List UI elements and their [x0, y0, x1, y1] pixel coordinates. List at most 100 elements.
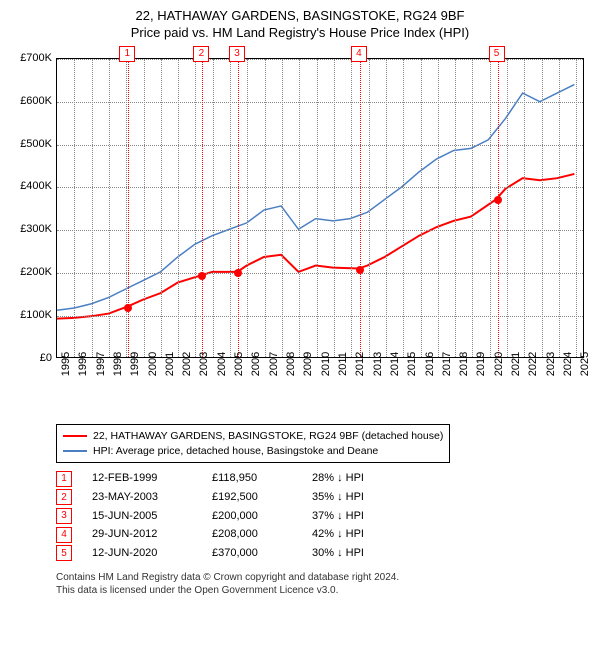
- x-axis-tick-label: 2017: [441, 352, 453, 376]
- gridline-vertical: [455, 59, 456, 357]
- chart-container: 22, HATHAWAY GARDENS, BASINGSTOKE, RG24 …: [0, 0, 600, 650]
- gridline-vertical: [282, 59, 283, 357]
- gridline-vertical: [126, 59, 127, 357]
- x-axis-tick-label: 2006: [250, 352, 262, 376]
- gridline-vertical: [507, 59, 508, 357]
- y-axis-tick-label: £100K: [20, 309, 52, 321]
- x-axis-tick-label: 2013: [372, 352, 384, 376]
- transaction-data-point: [234, 269, 242, 277]
- gridline-vertical: [317, 59, 318, 357]
- gridline-vertical: [161, 59, 162, 357]
- transaction-index-box: 5: [56, 545, 72, 561]
- gridline-vertical: [178, 59, 179, 357]
- y-axis-tick-label: £400K: [20, 180, 52, 192]
- legend-swatch: [63, 435, 87, 437]
- transaction-row: 512-JUN-2020£370,00030% ↓ HPI: [56, 544, 592, 563]
- transaction-date: 12-JUN-2020: [92, 544, 192, 563]
- gridline-vertical: [472, 59, 473, 357]
- y-axis-tick-label: £0: [40, 352, 52, 364]
- transaction-marker-line: [238, 59, 239, 357]
- x-axis-tick-label: 2018: [458, 352, 470, 376]
- gridline-vertical: [576, 59, 577, 357]
- gridline-vertical: [386, 59, 387, 357]
- gridline-vertical: [144, 59, 145, 357]
- gridline-vertical: [247, 59, 248, 357]
- chart-title: 22, HATHAWAY GARDENS, BASINGSTOKE, RG24 …: [8, 8, 592, 25]
- transaction-data-point: [356, 266, 364, 274]
- line-canvas: [57, 59, 583, 357]
- x-axis-tick-label: 2019: [475, 352, 487, 376]
- x-axis-tick-label: 1995: [60, 352, 72, 376]
- y-axis-tick-label: £200K: [20, 266, 52, 278]
- transaction-marker-box: 2: [193, 46, 209, 62]
- gridline-vertical: [109, 59, 110, 357]
- transaction-marker-line: [128, 59, 129, 357]
- x-axis-tick-label: 2015: [406, 352, 418, 376]
- x-axis-tick-label: 2011: [337, 352, 349, 376]
- transaction-price: £208,000: [212, 525, 292, 544]
- transaction-row: 315-JUN-2005£200,00037% ↓ HPI: [56, 507, 592, 526]
- x-axis-tick-label: 2010: [320, 352, 332, 376]
- y-axis-tick-label: £500K: [20, 138, 52, 150]
- plot-area: [56, 58, 584, 358]
- x-axis-tick-label: 2020: [493, 352, 505, 376]
- transaction-table: 1 12-FEB-1999 £118,950 28% ↓ HPI 2 23-MAY-200…: [56, 469, 592, 562]
- x-axis-tick-label: 2007: [268, 352, 280, 376]
- x-axis-tick-label: 2001: [164, 352, 176, 376]
- x-axis-tick-label: 2021: [510, 352, 522, 376]
- gridline-vertical: [438, 59, 439, 357]
- gridline-vertical: [195, 59, 196, 357]
- gridline-vertical: [524, 59, 525, 357]
- x-axis-tick-label: 2002: [181, 352, 193, 376]
- gridline-vertical: [351, 59, 352, 357]
- x-axis-tick-label: 2016: [424, 352, 436, 376]
- transaction-data-point: [124, 304, 132, 312]
- transaction-pct-vs-hpi: 37% ↓ HPI: [312, 507, 412, 526]
- transaction-index-box: 1: [56, 471, 72, 487]
- x-axis-tick-label: 2022: [527, 352, 539, 376]
- transaction-index-box: 2: [56, 489, 72, 505]
- gridline-vertical: [299, 59, 300, 357]
- transaction-marker-box: 5: [489, 46, 505, 62]
- footer-line1: Contains HM Land Registry data © Crown c…: [56, 571, 592, 584]
- x-axis-tick-label: 2023: [545, 352, 557, 376]
- transaction-price: £200,000: [212, 507, 292, 526]
- transaction-pct-vs-hpi: 35% ↓ HPI: [312, 488, 412, 507]
- transaction-price: £118,950: [212, 469, 292, 488]
- x-axis-tick-label: 2014: [389, 352, 401, 376]
- x-axis-tick-label: 1998: [112, 352, 124, 376]
- transaction-row: 1 12-FEB-1999 £118,950 28% ↓ HPI: [56, 469, 592, 488]
- chart-area: £0£100K£200K£300K£400K£500K£600K£700K199…: [8, 46, 592, 416]
- transaction-row: 223-MAY-2003£192,50035% ↓ HPI: [56, 488, 592, 507]
- legend: 22, HATHAWAY GARDENS, BASINGSTOKE, RG24 …: [56, 424, 450, 463]
- gridline-vertical: [369, 59, 370, 357]
- gridline-vertical: [74, 59, 75, 357]
- transaction-date: 12-FEB-1999: [92, 469, 192, 488]
- y-axis-tick-label: £600K: [20, 95, 52, 107]
- gridline-vertical: [92, 59, 93, 357]
- transaction-data-point: [494, 196, 502, 204]
- transaction-pct-vs-hpi: 42% ↓ HPI: [312, 525, 412, 544]
- x-axis-tick-label: 2008: [285, 352, 297, 376]
- gridline-vertical: [490, 59, 491, 357]
- transaction-marker-line: [360, 59, 361, 357]
- transaction-marker-line: [498, 59, 499, 357]
- gridline-horizontal: [57, 316, 583, 317]
- transaction-date: 29-JUN-2012: [92, 525, 192, 544]
- gridline-horizontal: [57, 187, 583, 188]
- y-axis-tick-label: £300K: [20, 223, 52, 235]
- transaction-date: 23-MAY-2003: [92, 488, 192, 507]
- x-axis-tick-label: 2004: [216, 352, 228, 376]
- x-axis-tick-label: 2012: [354, 352, 366, 376]
- chart-subtitle: Price paid vs. HM Land Registry's House …: [8, 25, 592, 40]
- transaction-marker-box: 1: [119, 46, 135, 62]
- transaction-pct-vs-hpi: 28% ↓ HPI: [312, 469, 412, 488]
- x-axis-tick-label: 2003: [198, 352, 210, 376]
- gridline-vertical: [213, 59, 214, 357]
- gridline-vertical: [542, 59, 543, 357]
- gridline-vertical: [403, 59, 404, 357]
- x-axis-tick-label: 2000: [147, 352, 159, 376]
- gridline-horizontal: [57, 273, 583, 274]
- transaction-index-box: 3: [56, 508, 72, 524]
- transaction-index-box: 4: [56, 527, 72, 543]
